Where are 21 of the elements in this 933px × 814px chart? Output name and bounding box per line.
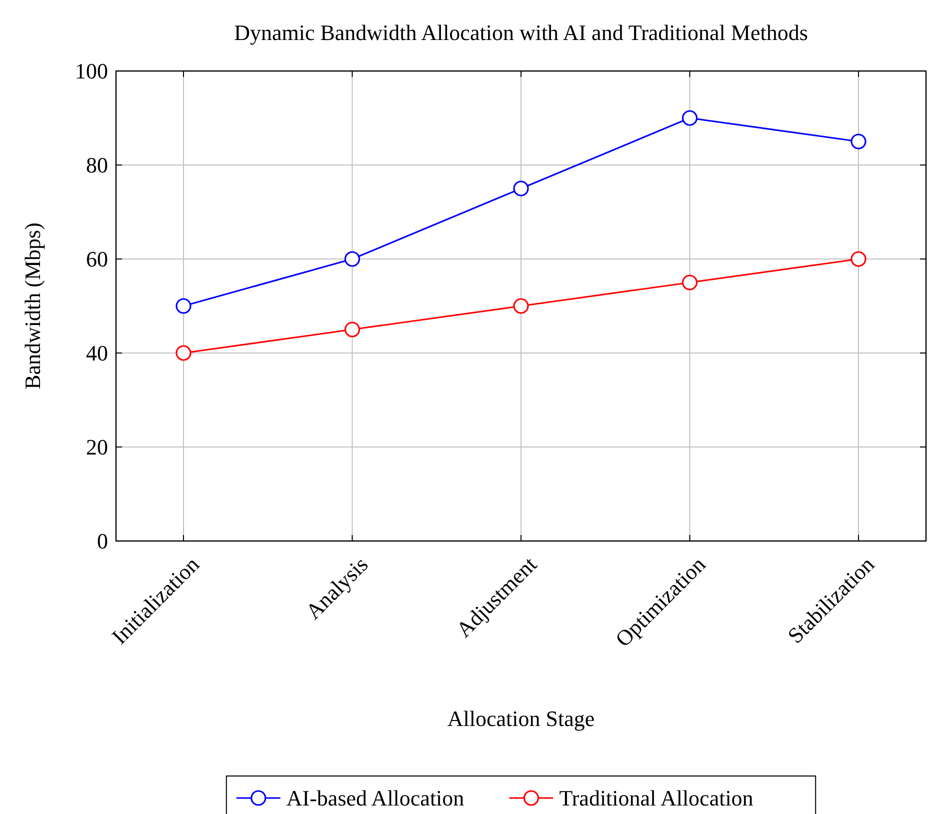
point [682, 274, 698, 290]
point [513, 180, 529, 196]
point [513, 298, 529, 314]
point [176, 298, 192, 314]
y-axis-title: Bandwidth (Mbps) [20, 222, 45, 390]
legend-label: AI-based Allocation [286, 786, 464, 811]
point [682, 110, 698, 126]
y-tick-label: 100 [75, 58, 108, 84]
point [850, 134, 866, 150]
point [344, 322, 360, 338]
y-tick-label: 0 [97, 528, 108, 554]
y-tick-label: 80 [86, 152, 108, 178]
y-tick-label: 60 [86, 246, 108, 272]
chart-title: Dynamic Bandwidth Allocation with AI and Traditional Methods [234, 20, 808, 45]
point [344, 251, 360, 267]
x-axis-title: Allocation Stage [447, 706, 595, 731]
y-tick-label: 20 [86, 434, 108, 460]
point [850, 251, 866, 267]
legend-label: Traditional Allocation [559, 786, 754, 811]
point [176, 345, 192, 361]
y-tick-label: 40 [86, 340, 108, 366]
